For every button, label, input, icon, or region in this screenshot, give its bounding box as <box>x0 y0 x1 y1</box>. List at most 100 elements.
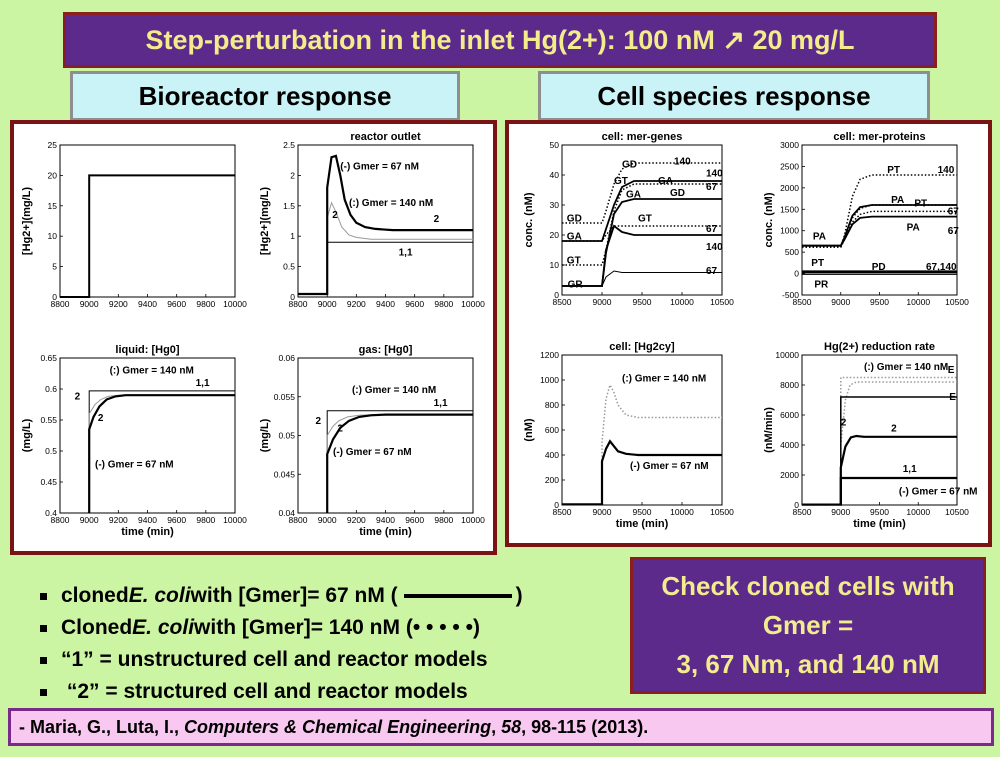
x-tick-label: 9000 <box>593 297 612 307</box>
series-line <box>562 183 722 266</box>
series-line <box>298 154 473 296</box>
y-tick-label: 0.5 <box>45 446 57 456</box>
citation-journal: Computers & Chemical Engineering <box>184 716 492 737</box>
y-tick-label: 0 <box>554 500 559 510</box>
y-tick-label: 10 <box>550 260 560 270</box>
x-tick-label: 9200 <box>109 299 128 309</box>
y-tick-label: 2000 <box>780 183 799 193</box>
x-tick-label: 8500 <box>793 507 812 517</box>
y-tick-label: 6000 <box>780 410 799 420</box>
y-axis-label: (nM/min) <box>763 407 775 453</box>
plot-frame <box>561 144 723 296</box>
x-tick-label: 8500 <box>553 507 572 517</box>
series-line <box>839 434 957 505</box>
annotation-label: PT <box>811 258 824 269</box>
annotation-label: 67,140 <box>926 262 957 273</box>
section-label: Cell species response <box>597 80 871 111</box>
series-line <box>802 210 957 248</box>
annotation-label: 2 <box>316 416 322 427</box>
annotation-label: PA <box>813 231 826 242</box>
check-line: Gmer = <box>762 610 854 640</box>
y-tick-label: 0.045 <box>274 469 296 479</box>
citation-sep: , <box>491 716 502 737</box>
bullet-square <box>40 688 47 696</box>
x-tick-label: 9500 <box>870 297 889 307</box>
citation-pages: , 98-115 (2013). <box>521 716 649 737</box>
annotation-label: 67 <box>706 224 718 235</box>
series-line <box>562 225 722 242</box>
series-line <box>562 270 722 287</box>
y-tick-label: 1200 <box>540 350 559 360</box>
title-text: Step-perturbation in the inlet Hg(2+): 1… <box>145 24 855 55</box>
annotation-label: GA <box>658 176 673 187</box>
y-tick-label: 0.55 <box>40 415 57 425</box>
x-tick-label: 9600 <box>167 299 186 309</box>
y-tick-label: 4000 <box>780 440 799 450</box>
x-tick-label: 10000 <box>670 507 694 517</box>
x-tick-label: 10000 <box>223 299 247 309</box>
annotation-label: 67 <box>948 206 960 217</box>
plot-mer-proteins: 8500 9000 9500 10000 10500 -500 0 500 1000 1500 20… <box>763 131 969 307</box>
y-tick-label: 3000 <box>780 140 799 150</box>
annotation-label: (:) Gmer = 140 nM <box>622 373 706 384</box>
bullet-text: Cloned <box>61 616 133 639</box>
x-tick-label: 9500 <box>633 507 652 517</box>
bullet-square <box>40 656 47 664</box>
annotation-label: (-) Gmer = 67 nM <box>340 161 419 172</box>
plot-frame <box>297 357 474 514</box>
x-tick-label: 9000 <box>80 299 99 309</box>
annotation-label: PT <box>914 199 927 210</box>
x-tick-label: 9000 <box>80 515 99 525</box>
bullet-item: Cloned E. coli with [Gmer]= 140 nM (• • … <box>40 612 523 644</box>
x-tick-label: 9000 <box>318 515 337 525</box>
slide-title: Step-perturbation in the inlet Hg(2+): 1… <box>63 12 937 68</box>
y-tick-label: 1500 <box>780 204 799 214</box>
x-tick-label: 10500 <box>945 297 969 307</box>
annotation-label: GR <box>568 280 584 291</box>
x-tick-label: 10000 <box>461 515 485 525</box>
chart-title: gas: [Hg0] <box>359 344 413 356</box>
y-tick-label: 0 <box>290 292 295 302</box>
annotation-label: 2 <box>75 392 81 403</box>
annotation-label: (-) Gmer = 67 nM <box>630 461 709 472</box>
x-tick-label: 9600 <box>405 515 424 525</box>
annotation-label: 1,1 <box>434 398 448 409</box>
bullet-item: “2” = structured cell and reactor models <box>40 676 523 708</box>
annotation-label: (-) Gmer = 67 nM <box>333 447 412 458</box>
series-line <box>802 476 957 506</box>
annotation-label: 1,1 <box>196 378 210 389</box>
x-tick-label: 8500 <box>553 297 572 307</box>
chart-reduction-rate: 8500 9000 9500 10000 10500 0 2000 4000 6000 8000 1… <box>763 341 978 530</box>
y-axis-label: [Hg2+](mg/L) <box>259 187 271 255</box>
annotation-label: PA <box>891 195 904 206</box>
annotation-label: GT <box>567 256 581 267</box>
y-tick-label: 0.45 <box>40 477 57 487</box>
x-tick-label: 9600 <box>167 515 186 525</box>
bullet-text: with [Gmer]= 140 nM ( <box>194 616 413 639</box>
citation: - Maria, G., Luta, I., Computers & Chemi… <box>8 708 994 746</box>
bullet-square <box>40 624 47 632</box>
annotation-label: GT <box>638 214 652 225</box>
annotation-label: GT <box>614 176 628 187</box>
legend-bullets: cloned E. coli with [Gmer]= 67 nM ( ) Cl… <box>40 580 523 708</box>
citation-authors: - Maria, G., Luta, I., <box>19 716 185 737</box>
y-tick-label: 25 <box>48 140 58 150</box>
y-tick-label: 1000 <box>540 375 559 385</box>
bullet-text: “2” = structured cell and reactor models <box>61 680 468 703</box>
y-tick-label: 1.5 <box>283 201 295 211</box>
section-cell-species-response: Cell species response <box>538 71 930 121</box>
annotation-label: GD <box>567 214 582 225</box>
y-tick-label: 50 <box>550 140 560 150</box>
plot-hg2cy: 8500 9000 9500 10000 10500 0 200 400 600 800 1000 1… <box>523 341 734 530</box>
chart-title: cell: [Hg2cy] <box>609 341 675 353</box>
x-tick-label: 9400 <box>376 515 395 525</box>
y-tick-label: 20 <box>48 170 58 180</box>
y-tick-label: 2 <box>290 170 295 180</box>
x-tick-label: 10500 <box>710 297 734 307</box>
y-tick-label: 0.05 <box>278 431 295 441</box>
y-axis-label: (nM) <box>523 418 535 442</box>
annotation-label: E <box>949 392 956 403</box>
chart-mer-genes: 8500 9000 9500 10000 10500 0 10 20 30 40 50 GD 140 14… <box>523 131 734 307</box>
annotation-label: 140 <box>706 242 723 253</box>
bullet-square <box>40 592 47 600</box>
